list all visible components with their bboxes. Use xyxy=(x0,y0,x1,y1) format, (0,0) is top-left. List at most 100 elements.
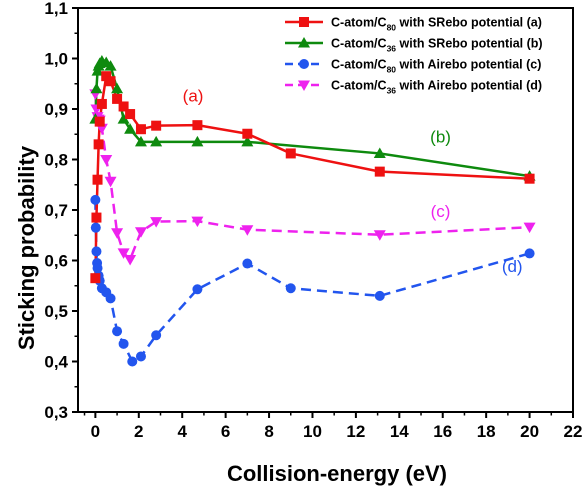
data-point xyxy=(91,212,102,223)
data-point xyxy=(134,227,147,238)
data-point xyxy=(105,76,116,87)
data-point xyxy=(111,228,124,239)
y-tick-label: 0,7 xyxy=(44,201,68,220)
data-point xyxy=(134,135,147,147)
y-tick-label: 0,5 xyxy=(44,302,68,321)
series-line xyxy=(94,74,530,279)
data-point xyxy=(94,116,105,127)
x-tick-label: 14 xyxy=(390,422,409,441)
data-point xyxy=(135,351,146,362)
series-annotation: (d) xyxy=(502,257,523,276)
legend-marker xyxy=(299,17,309,27)
data-point xyxy=(285,148,296,159)
series-annotation: (a) xyxy=(183,86,204,105)
data-point xyxy=(124,254,137,266)
data-point xyxy=(242,258,253,269)
data-point xyxy=(90,194,101,205)
data-point xyxy=(91,246,102,257)
data-point xyxy=(92,174,103,185)
data-point xyxy=(92,263,103,274)
legend-label-prefix: C-atom/C xyxy=(331,58,387,72)
legend-label-suffix: with Airebo potential (c) xyxy=(396,58,541,72)
data-point xyxy=(112,326,123,337)
legend-marker xyxy=(298,37,310,48)
data-point xyxy=(104,176,117,188)
series-markers-group xyxy=(89,55,536,181)
data-point xyxy=(90,82,103,94)
data-point xyxy=(151,330,162,341)
data-point xyxy=(192,120,203,131)
legend-label-suffix: with SRebo potential (b) xyxy=(396,37,543,51)
x-tick-label: 0 xyxy=(91,422,100,441)
x-tick-label: 12 xyxy=(346,422,365,441)
data-point xyxy=(241,225,254,236)
legend-label-subscript: 80 xyxy=(387,23,397,33)
data-point xyxy=(117,113,130,124)
data-point xyxy=(374,166,385,177)
data-point xyxy=(101,71,112,82)
data-point xyxy=(374,290,385,301)
series-lines xyxy=(94,59,530,363)
legend-label-suffix: with Airebo potential (d) xyxy=(396,79,542,93)
x-tick-label: 6 xyxy=(221,422,230,441)
series-markers xyxy=(89,55,536,367)
legend-label: C-atom/C80 with SRebo potential (a) xyxy=(331,16,542,33)
y-tick-label: 1,1 xyxy=(44,0,68,18)
data-point xyxy=(100,155,113,166)
y-tick-label: 0,9 xyxy=(44,100,68,119)
legend-label-subscript: 36 xyxy=(387,86,397,96)
data-point xyxy=(523,222,536,234)
data-point xyxy=(373,230,386,241)
data-point xyxy=(151,120,162,131)
legend-label-suffix: with SRebo potential (a) xyxy=(396,16,542,30)
x-tick-label: 20 xyxy=(520,422,539,441)
x-tick-label: 22 xyxy=(564,422,583,441)
legend-label-subscript: 36 xyxy=(387,44,397,54)
data-point xyxy=(524,248,535,259)
series-annotations: (a) (b) (c) (d) xyxy=(183,86,523,276)
series-annotation: (c) xyxy=(431,202,451,221)
legend-label: C-atom/C80 with Airebo potential (c) xyxy=(331,58,541,75)
data-point xyxy=(111,82,124,94)
y-tick-label: 0,4 xyxy=(44,353,68,372)
data-point xyxy=(373,147,386,158)
series-markers-group xyxy=(90,71,535,284)
data-point xyxy=(150,217,163,228)
data-point xyxy=(135,124,146,135)
y-tick-label: 0,3 xyxy=(44,403,68,422)
data-point xyxy=(90,273,101,284)
series-annotation: (b) xyxy=(430,127,451,146)
data-point xyxy=(125,109,136,120)
legend-label-subscript: 80 xyxy=(387,65,397,75)
series-markers-group xyxy=(90,194,535,367)
x-tick-label: 10 xyxy=(303,422,322,441)
legend-marker xyxy=(299,59,309,69)
series-line xyxy=(94,199,530,363)
x-axis-title: Collision-energy (eV) xyxy=(227,461,447,486)
x-tick-label: 16 xyxy=(433,422,452,441)
data-point xyxy=(191,135,204,147)
y-tick-label: 0,8 xyxy=(44,151,68,170)
data-point xyxy=(524,173,535,184)
legend-label: C-atom/C36 with Airebo potential (d) xyxy=(331,79,542,96)
data-point xyxy=(124,123,137,134)
y-tick-label: 0,6 xyxy=(44,252,68,271)
x-tick-label: 4 xyxy=(177,422,187,441)
axis-ticks: 0 2 4 6 8 10 12 14 16 18 20 22 0,3 0,4 0,5 0,6 0,7 0,8 0,9… xyxy=(44,0,582,441)
x-tick-label: 8 xyxy=(264,422,273,441)
data-point xyxy=(191,216,204,228)
data-point xyxy=(93,139,104,150)
x-tick-label: 18 xyxy=(477,422,496,441)
data-point xyxy=(105,293,116,304)
y-tick-label: 1,0 xyxy=(44,50,68,69)
legend-label-prefix: C-atom/C xyxy=(331,79,387,93)
legend-label: C-atom/C36 with SRebo potential (b) xyxy=(331,37,543,54)
y-axis-title: Sticking probability xyxy=(14,145,39,350)
data-point xyxy=(192,284,203,295)
series-markers-group xyxy=(89,89,536,266)
data-point xyxy=(96,98,107,109)
data-point xyxy=(118,338,129,349)
legend-label-prefix: C-atom/C xyxy=(331,37,387,51)
data-point xyxy=(118,101,129,112)
